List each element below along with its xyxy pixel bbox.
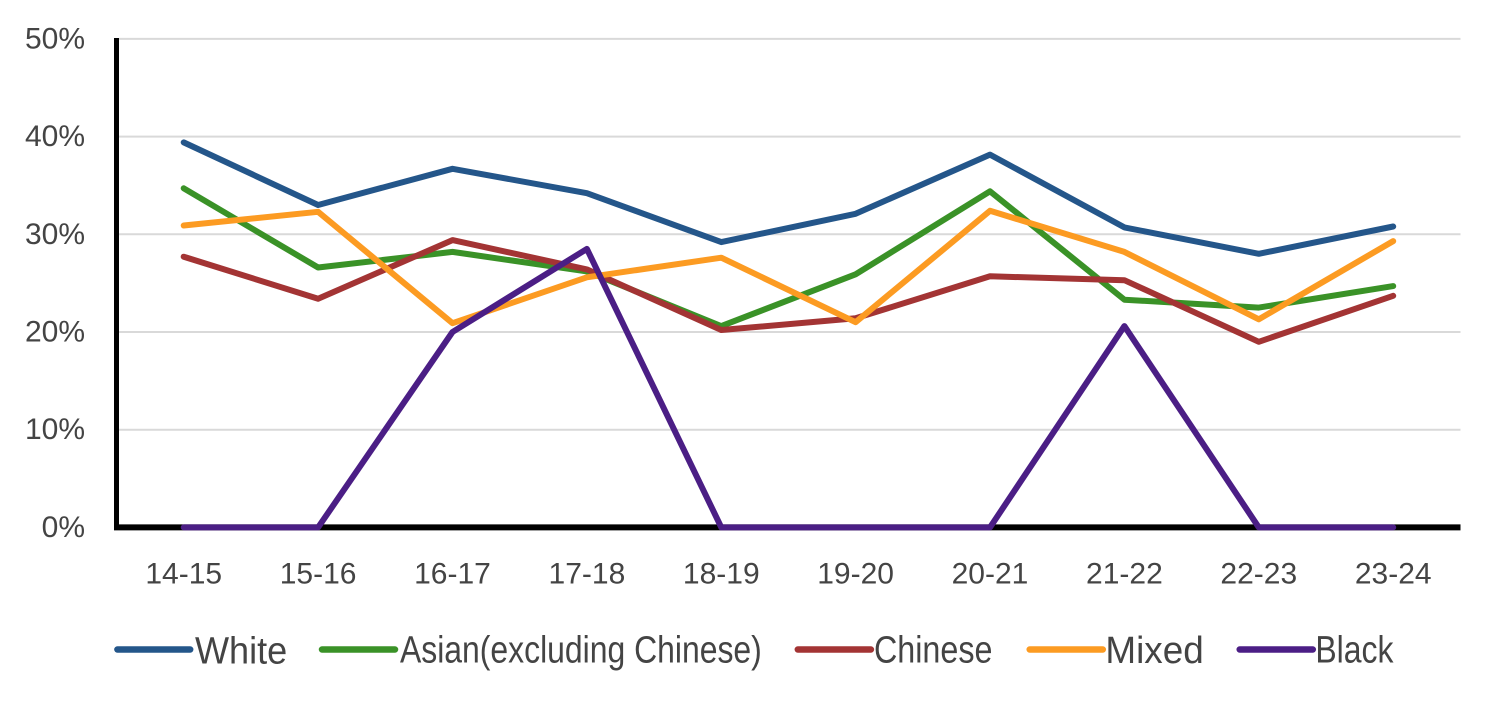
svg-text:19-20: 19-20 — [817, 558, 894, 591]
svg-text:22-23: 22-23 — [1220, 558, 1297, 591]
svg-text:Black: Black — [1315, 629, 1393, 671]
svg-text:Chinese: Chinese — [874, 629, 992, 671]
svg-text:15-16: 15-16 — [280, 558, 357, 591]
svg-text:20-21: 20-21 — [952, 558, 1029, 591]
svg-text:Asian(excluding Chinese): Asian(excluding Chinese) — [400, 629, 762, 671]
svg-text:16-17: 16-17 — [414, 558, 491, 591]
svg-text:23-24: 23-24 — [1355, 558, 1432, 591]
svg-text:10%: 10% — [25, 413, 85, 446]
svg-text:17-18: 17-18 — [549, 558, 626, 591]
svg-text:Mixed: Mixed — [1105, 629, 1203, 672]
svg-text:White: White — [195, 628, 287, 671]
svg-text:20%: 20% — [25, 316, 85, 349]
svg-text:21-22: 21-22 — [1086, 558, 1163, 591]
svg-text:50%: 50% — [25, 22, 85, 55]
svg-text:14-15: 14-15 — [145, 558, 222, 591]
svg-text:18-19: 18-19 — [683, 558, 760, 591]
svg-text:0%: 0% — [42, 511, 85, 544]
svg-text:30%: 30% — [25, 218, 85, 251]
svg-text:40%: 40% — [25, 120, 85, 153]
